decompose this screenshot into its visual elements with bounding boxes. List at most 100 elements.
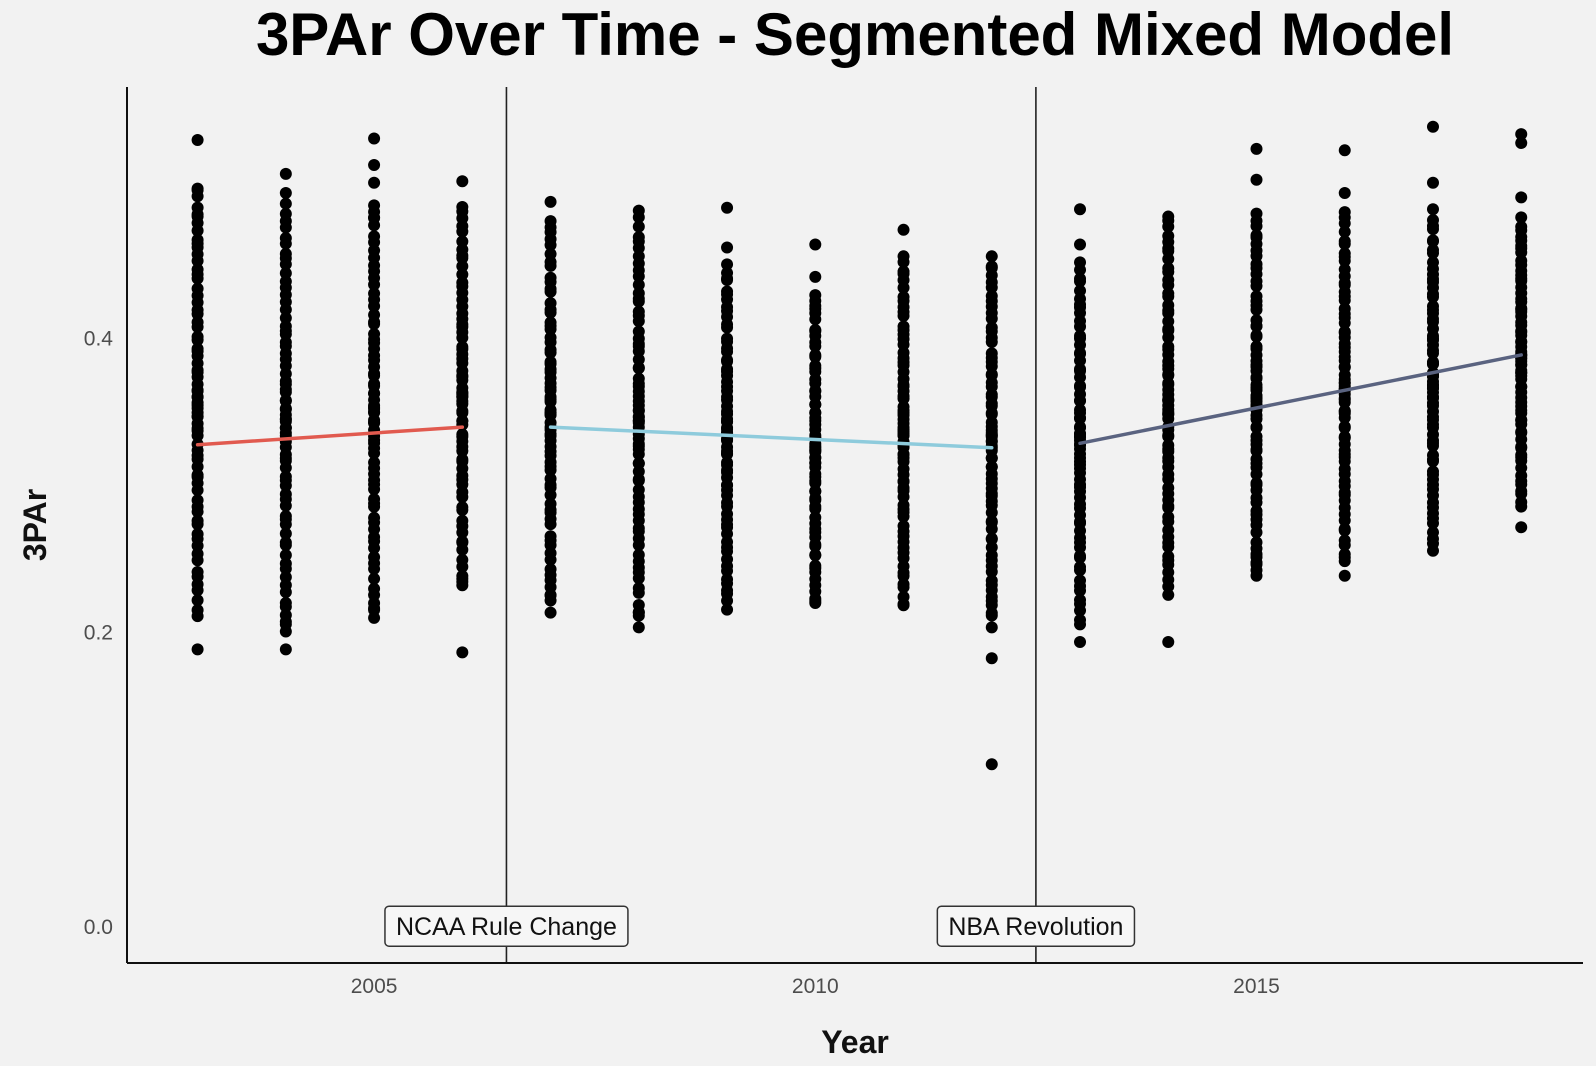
breakpoint-lines: [505, 87, 1037, 963]
data-point: [721, 285, 734, 298]
data-point: [985, 532, 998, 545]
data-point: [456, 453, 469, 466]
data-point: [368, 132, 381, 145]
data-point: [456, 428, 469, 441]
data-point: [1250, 504, 1263, 517]
data-point: [985, 290, 998, 303]
data-point: [985, 515, 998, 528]
data-point: [279, 167, 292, 180]
data-point: [809, 289, 822, 302]
data-point: [368, 199, 381, 212]
data-point: [368, 244, 381, 257]
data-point: [1338, 420, 1351, 433]
data-point: [809, 485, 822, 498]
data-point: [544, 331, 557, 344]
data-point: [721, 258, 734, 271]
data-point: [1162, 262, 1175, 275]
data-point: [191, 469, 204, 482]
data-point: [897, 400, 910, 413]
data-point: [632, 278, 645, 291]
data-point: [191, 565, 204, 578]
data-point: [191, 514, 204, 527]
data-point: [897, 519, 910, 532]
data-point: [721, 201, 734, 214]
data-point: [1250, 229, 1263, 242]
data-point: [1074, 363, 1087, 376]
data-point: [456, 340, 469, 353]
data-point: [985, 758, 998, 771]
data-point: [1074, 329, 1087, 342]
data-point: [1250, 173, 1263, 186]
data-point: [897, 320, 910, 333]
data-point: [809, 323, 822, 336]
x-axis-ticks: 2005 2010 2015: [351, 975, 1280, 998]
data-point: [368, 456, 381, 469]
regression-segments: [195, 353, 1523, 450]
data-point: [1250, 430, 1263, 443]
data-point: [279, 618, 292, 631]
data-point: [1162, 588, 1175, 601]
data-point: [1338, 325, 1351, 338]
data-point: [897, 599, 910, 612]
data-point: [1250, 142, 1263, 155]
data-point: [632, 582, 645, 595]
data-point: [191, 330, 204, 343]
data-point: [191, 210, 204, 223]
data-point: [632, 287, 645, 300]
annotation-box: [384, 905, 629, 947]
data-point: [191, 494, 204, 507]
data-point: [191, 528, 204, 541]
data-point: [191, 594, 204, 607]
data-point: [191, 316, 204, 329]
data-point: [721, 266, 734, 279]
data-point: [544, 563, 557, 576]
data-point: [632, 548, 645, 561]
data-point: [1515, 136, 1528, 149]
data-point: [1074, 561, 1087, 574]
data-point: [1426, 300, 1439, 313]
data-point: [1426, 449, 1439, 462]
data-point: [279, 232, 292, 245]
data-point: [279, 187, 292, 200]
data-point: [368, 582, 381, 595]
data-point: [1515, 128, 1528, 141]
data-point: [456, 175, 469, 188]
data-point: [721, 241, 734, 254]
data-point: [809, 511, 822, 524]
data-point: [544, 472, 557, 485]
data-point: [897, 223, 910, 236]
data-point: [368, 551, 381, 564]
data-points: [191, 120, 1528, 771]
data-point: [368, 159, 381, 172]
data-point: [544, 588, 557, 601]
data-point: [1074, 403, 1087, 416]
data-point: [368, 493, 381, 506]
data-point: [1074, 256, 1087, 269]
data-point: [1515, 521, 1528, 534]
data-point: [897, 250, 910, 263]
data-point: [1515, 500, 1528, 513]
data-point: [1426, 544, 1439, 557]
data-point: [279, 527, 292, 540]
data-point: [1074, 284, 1087, 297]
data-point: [809, 238, 822, 251]
data-point: [191, 342, 204, 355]
data-point: [368, 212, 381, 225]
data-point: [897, 578, 910, 591]
data-point: [279, 596, 292, 609]
data-point: [632, 325, 645, 338]
x-axis-title: Year: [821, 1024, 889, 1060]
data-point: [721, 456, 734, 469]
data-point: [1074, 420, 1087, 433]
data-point: [1338, 206, 1351, 219]
segment-line-2: [1078, 353, 1523, 446]
data-point: [368, 572, 381, 585]
data-point: [897, 499, 910, 512]
data-point: [809, 359, 822, 372]
data-point: [632, 483, 645, 496]
data-point: [1515, 220, 1528, 233]
data-point: [544, 497, 557, 510]
y-axis-title: 3PAr: [17, 489, 53, 561]
data-point: [368, 602, 381, 615]
